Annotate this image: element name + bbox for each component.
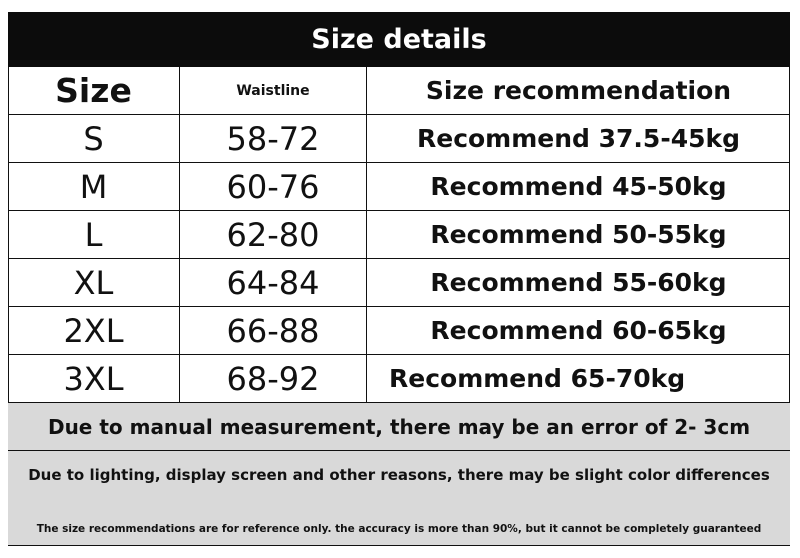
column-header-recommendation: Size recommendation [425,76,732,105]
waistline-cell: 68-92 [180,355,367,402]
size-cell: XL [8,259,180,306]
note-measurement-error: Due to manual measurement, there may be … [8,403,790,451]
waistline-cell: 64-84 [180,259,367,306]
table-row: M 60-76 Recommend 45-50kg [8,163,790,211]
waistline-cell: 60-76 [180,163,367,210]
table-row: 2XL 66-88 Recommend 60-65kg [8,307,790,355]
note-color-difference: Due to lighting, display screen and othe… [8,451,790,499]
size-cell: 2XL [8,307,180,354]
table-row: 3XL 68-92 Recommend 65-70kg [8,355,790,403]
recommendation-cell: Recommend 37.5-45kg [416,124,741,153]
table-row: XL 64-84 Recommend 55-60kg [8,259,790,307]
recommendation-cell: Recommend 55-60kg [430,268,727,297]
column-header-waistline: Waistline [180,67,367,114]
size-cell: L [8,211,180,258]
size-cell: S [8,115,180,162]
recommendation-cell: Recommend 50-55kg [430,220,727,249]
waistline-cell: 58-72 [180,115,367,162]
table-header-row: Size Waistline Size recommendation [8,67,790,115]
note-reference-only: The size recommendations are for referen… [8,498,790,546]
size-cell: M [8,163,180,210]
waistline-cell: 62-80 [180,211,367,258]
recommendation-cell: Recommend 65-70kg [389,364,686,393]
recommendation-cell: Recommend 45-50kg [430,172,727,201]
waistline-cell: 66-88 [180,307,367,354]
size-cell: 3XL [8,355,180,402]
column-header-size: Size [8,67,180,114]
table-title: Size details [8,12,790,67]
recommendation-cell: Recommend 60-65kg [430,316,727,345]
table-row: L 62-80 Recommend 50-55kg [8,211,790,259]
table-row: S 58-72 Recommend 37.5-45kg [8,115,790,163]
